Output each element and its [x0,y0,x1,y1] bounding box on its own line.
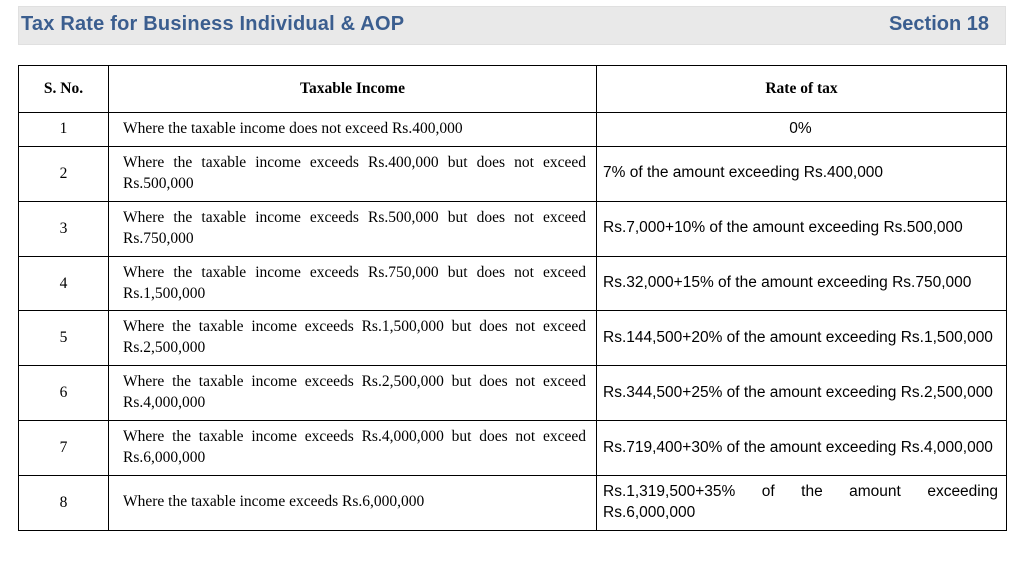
col-header-rate: Rate of tax [597,66,1007,113]
cell-rate-of-tax: 7% of the amount exceeding Rs.400,000 [597,146,1007,201]
cell-taxable-income: Where the taxable income exceeds Rs.1,50… [109,311,597,366]
cell-taxable-income: Where the taxable income does not exceed… [109,113,597,147]
cell-rate-of-tax: Rs.719,400+30% of the amount exceeding R… [597,421,1007,476]
table-row: 8Where the taxable income exceeds Rs.6,0… [19,475,1007,530]
cell-sno: 2 [19,146,109,201]
page-title: Tax Rate for Business Individual & AOP [21,13,404,36]
page-root: Tax Rate for Business Individual & AOP S… [0,0,1024,531]
cell-sno: 8 [19,475,109,530]
col-header-income: Taxable Income [109,66,597,113]
cell-taxable-income: Where the taxable income exceeds Rs.400,… [109,146,597,201]
table-row: 2Where the taxable income exceeds Rs.400… [19,146,1007,201]
header-bar: Tax Rate for Business Individual & AOP S… [18,6,1006,45]
table-header-row: S. No. Taxable Income Rate of tax [19,66,1007,113]
cell-sno: 7 [19,421,109,476]
cell-rate-of-tax: Rs.1,319,500+35% of the amount exceeding… [597,475,1007,530]
cell-sno: 3 [19,201,109,256]
cell-rate-of-tax: Rs.7,000+10% of the amount exceeding Rs.… [597,201,1007,256]
cell-taxable-income: Where the taxable income exceeds Rs.500,… [109,201,597,256]
cell-sno: 1 [19,113,109,147]
col-header-sno: S. No. [19,66,109,113]
cell-taxable-income: Where the taxable income exceeds Rs.6,00… [109,475,597,530]
cell-rate-of-tax: 0% [597,113,1007,147]
cell-sno: 4 [19,256,109,311]
table-row: 6Where the taxable income exceeds Rs.2,5… [19,366,1007,421]
tax-rate-table: S. No. Taxable Income Rate of tax 1Where… [18,65,1007,531]
cell-taxable-income: Where the taxable income exceeds Rs.4,00… [109,421,597,476]
cell-rate-of-tax: Rs.144,500+20% of the amount exceeding R… [597,311,1007,366]
cell-taxable-income: Where the taxable income exceeds Rs.750,… [109,256,597,311]
cell-taxable-income: Where the taxable income exceeds Rs.2,50… [109,366,597,421]
table-head: S. No. Taxable Income Rate of tax [19,66,1007,113]
cell-rate-of-tax: Rs.344,500+25% of the amount exceeding R… [597,366,1007,421]
table-body: 1Where the taxable income does not excee… [19,113,1007,531]
cell-rate-of-tax: Rs.32,000+15% of the amount exceeding Rs… [597,256,1007,311]
cell-sno: 6 [19,366,109,421]
table-row: 1Where the taxable income does not excee… [19,113,1007,147]
table-row: 4Where the taxable income exceeds Rs.750… [19,256,1007,311]
table-row: 5Where the taxable income exceeds Rs.1,5… [19,311,1007,366]
table-row: 7Where the taxable income exceeds Rs.4,0… [19,421,1007,476]
cell-sno: 5 [19,311,109,366]
section-label: Section 18 [889,13,999,36]
table-row: 3Where the taxable income exceeds Rs.500… [19,201,1007,256]
